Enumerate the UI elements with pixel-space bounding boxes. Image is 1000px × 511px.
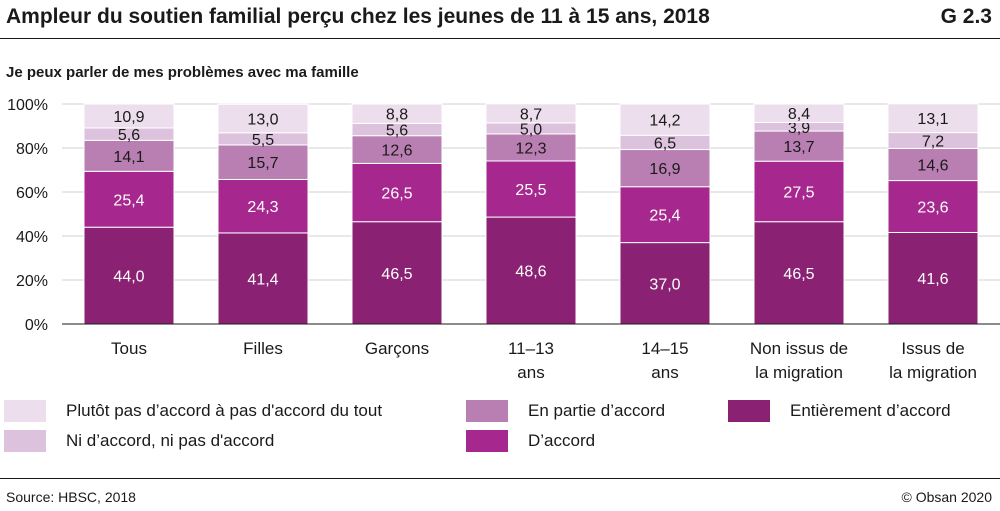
data-label-non-issus-de-la-migration-d-accord: 27,5 — [783, 184, 814, 201]
legend-item-daccord: D’accord — [466, 429, 595, 453]
x-category-label-14-15-ans: 14–15 — [641, 339, 688, 358]
bar-11-13-ans-plutot-pas-d-accord-a-pas-d-accord-du-tout — [485, 103, 577, 124]
data-label-14-15-ans-ni-d-accord-ni-pas-d-accord: 6,5 — [654, 135, 676, 152]
data-label-garcons-entierement-d-accord: 46,5 — [381, 266, 412, 283]
bar-issus-de-la-migration-entierement-d-accord — [887, 231, 979, 325]
bar-11-13-ans-entierement-d-accord — [485, 216, 577, 325]
y-tick-label-100: 100% — [7, 97, 48, 114]
bar-14-15-ans-en-partie-d-accord — [619, 149, 711, 188]
data-label-11-13-ans-d-accord: 25,5 — [515, 182, 546, 199]
data-label-non-issus-de-la-migration-en-partie-d-accord: 13,7 — [783, 139, 814, 156]
chart-title: Ampleur du soutien familial perçu chez l… — [6, 5, 710, 28]
data-label-tous-plutot-pas-d-accord-a-pas-d-accord-du-tout: 10,9 — [113, 109, 144, 126]
data-label-14-15-ans-plutot-pas-d-accord-a-pas-d-accord-du-tout: 14,2 — [649, 113, 680, 130]
bar-garcons-entierement-d-accord — [351, 221, 443, 325]
data-label-garcons-d-accord: 26,5 — [381, 186, 412, 203]
x-category-label-11-13-ans: 11–13 — [508, 339, 554, 358]
bar-11-13-ans-en-partie-d-accord — [485, 133, 577, 162]
bar-filles-en-partie-d-accord — [217, 144, 309, 180]
x-category-label-non-issus-de-la-migration-line2: la migration — [755, 363, 843, 382]
bar-14-15-ans-plutot-pas-d-accord-a-pas-d-accord-du-tout — [619, 103, 711, 136]
data-label-tous-d-accord: 25,4 — [113, 192, 144, 209]
data-label-filles-ni-d-accord-ni-pas-d-accord: 5,5 — [252, 132, 274, 149]
legend-swatch-plutot-pas-daccord — [4, 400, 46, 422]
x-category-label-11-13-ans-line2: ans — [517, 363, 544, 382]
data-label-filles-plutot-pas-d-accord-a-pas-d-accord-du-tout: 13,0 — [247, 112, 278, 129]
bar-14-15-ans-d-accord — [619, 186, 711, 244]
data-label-non-issus-de-la-migration-plutot-pas-d-accord-a-pas-d-accord-du-tout: 8,4 — [788, 106, 810, 123]
legend-item-entierement-daccord: Entièrement d’accord — [728, 399, 951, 423]
legend-swatch-daccord — [466, 430, 508, 452]
legend-item-en-partie-daccord: En partie d’accord — [466, 399, 665, 423]
data-label-14-15-ans-d-accord: 25,4 — [649, 208, 680, 225]
bar-garcons-plutot-pas-d-accord-a-pas-d-accord-du-tout — [351, 103, 443, 124]
chart-subtitle: Je peux parler de mes problèmes avec ma … — [6, 64, 359, 81]
data-label-garcons-plutot-pas-d-accord-a-pas-d-accord-du-tout: 8,8 — [386, 107, 408, 124]
y-tick-label-80: 80% — [16, 141, 48, 158]
x-category-label-garcons: Garçons — [365, 339, 429, 358]
bar-issus-de-la-migration-plutot-pas-d-accord-a-pas-d-accord-du-tout — [887, 103, 979, 134]
x-category-label-issus-de-la-migration: Issus de — [901, 339, 964, 358]
data-label-11-13-ans-en-partie-d-accord: 12,3 — [515, 140, 546, 157]
title-rule — [0, 38, 1000, 39]
data-label-11-13-ans-plutot-pas-d-accord-a-pas-d-accord-du-tout: 8,7 — [520, 106, 542, 123]
data-label-14-15-ans-en-partie-d-accord: 16,9 — [649, 161, 680, 178]
footer-rule — [0, 478, 1000, 479]
legend-label-plutot-pas-daccord: Plutôt pas d’accord à pas d'accord du to… — [66, 401, 383, 420]
legend-swatch-entierement-daccord — [728, 400, 770, 422]
legend-swatch-en-partie-daccord — [466, 400, 508, 422]
legend-item-plutot-pas-daccord: Plutôt pas d’accord à pas d'accord du to… — [4, 399, 382, 423]
figure-code: G 2.3 — [940, 5, 992, 28]
legend-label-daccord: D’accord — [528, 431, 596, 450]
bar-garcons-en-partie-d-accord — [351, 135, 443, 164]
data-label-issus-de-la-migration-en-partie-d-accord: 14,6 — [917, 158, 948, 175]
data-label-issus-de-la-migration-plutot-pas-d-accord-a-pas-d-accord-du-tout: 13,1 — [917, 111, 948, 128]
data-label-issus-de-la-migration-d-accord: 23,6 — [917, 200, 948, 217]
legend-label-entierement-daccord: Entièrement d’accord — [790, 401, 951, 420]
data-label-garcons-en-partie-d-accord: 12,6 — [381, 143, 412, 160]
data-label-tous-entierement-d-accord: 44,0 — [113, 269, 144, 286]
x-category-label-14-15-ans-line2: ans — [651, 363, 678, 382]
x-category-label-non-issus-de-la-migration: Non issus de — [750, 339, 848, 358]
legend-swatch-ni-daccord — [4, 430, 46, 452]
data-label-issus-de-la-migration-entierement-d-accord: 41,6 — [917, 271, 948, 288]
x-category-label-filles: Filles — [243, 339, 283, 358]
bar-non-issus-de-la-migration-entierement-d-accord — [753, 221, 845, 325]
data-label-14-15-ans-entierement-d-accord: 37,0 — [649, 276, 680, 293]
copyright-note: © Obsan 2020 — [901, 489, 993, 505]
data-label-garcons-ni-d-accord-ni-pas-d-accord: 5,6 — [386, 123, 408, 140]
data-label-filles-d-accord: 24,3 — [247, 199, 278, 216]
bar-14-15-ans-entierement-d-accord — [619, 242, 711, 325]
x-category-label-issus-de-la-migration-line2: la migration — [889, 363, 977, 382]
bar-garcons-d-accord — [351, 162, 443, 223]
bar-tous-d-accord — [83, 170, 175, 228]
bar-filles-d-accord — [217, 178, 309, 234]
y-tick-label-0: 0% — [25, 317, 48, 334]
legend-label-en-partie-daccord: En partie d’accord — [528, 401, 666, 420]
data-label-non-issus-de-la-migration-ni-d-accord-ni-pas-d-accord: 3,9 — [788, 120, 810, 137]
data-label-filles-entierement-d-accord: 41,4 — [247, 271, 278, 288]
data-label-tous-ni-d-accord-ni-pas-d-accord: 5,6 — [118, 127, 140, 144]
y-tick-label-60: 60% — [16, 185, 48, 202]
stacked-bar-chart: 0%20%40%60%80%100%44,025,414,15,610,9Tou… — [7, 97, 1000, 382]
legend-label-ni-daccord: Ni d’accord, ni pas d'accord — [66, 431, 275, 450]
bar-issus-de-la-migration-d-accord — [887, 180, 979, 233]
data-label-11-13-ans-ni-d-accord-ni-pas-d-accord: 5,0 — [520, 121, 542, 138]
bar-tous-entierement-d-accord — [83, 226, 175, 325]
bar-non-issus-de-la-migration-d-accord — [753, 160, 845, 223]
bar-non-issus-de-la-migration-plutot-pas-d-accord-a-pas-d-accord-du-tout — [753, 103, 845, 123]
y-tick-label-20: 20% — [16, 273, 48, 290]
bar-filles-plutot-pas-d-accord-a-pas-d-accord-du-tout — [217, 103, 309, 134]
data-label-tous-en-partie-d-accord: 14,1 — [113, 149, 144, 166]
data-label-non-issus-de-la-migration-entierement-d-accord: 46,5 — [783, 266, 814, 283]
bar-tous-plutot-pas-d-accord-a-pas-d-accord-du-tout — [83, 103, 175, 129]
source-note: Source: HBSC, 2018 — [6, 489, 136, 505]
data-label-issus-de-la-migration-ni-d-accord-ni-pas-d-accord: 7,2 — [922, 134, 944, 151]
data-label-filles-en-partie-d-accord: 15,7 — [247, 155, 278, 172]
data-label-11-13-ans-entierement-d-accord: 48,6 — [515, 264, 546, 281]
y-tick-label-40: 40% — [16, 229, 48, 246]
legend-item-ni-daccord: Ni d’accord, ni pas d'accord — [4, 429, 274, 453]
x-category-label-tous: Tous — [111, 339, 147, 358]
